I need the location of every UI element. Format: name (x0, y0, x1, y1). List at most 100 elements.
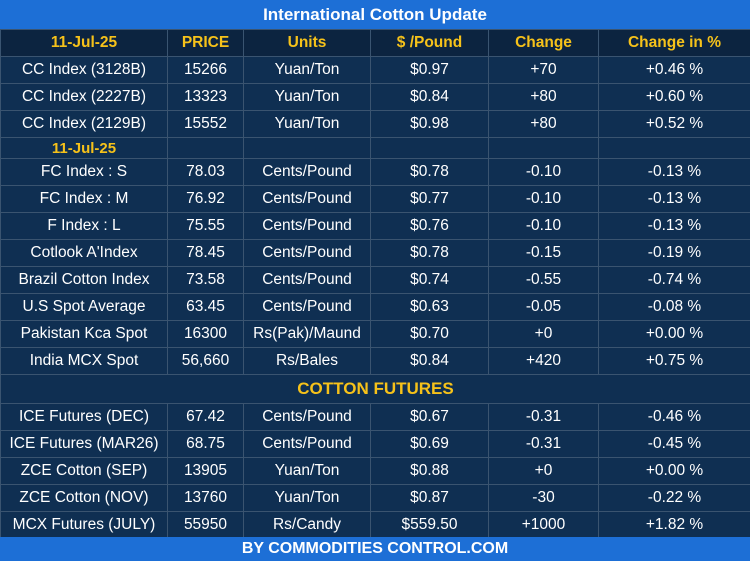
table-cell: U.S Spot Average (0, 293, 168, 321)
table-cell: 16300 (167, 320, 244, 348)
table-cell: Yuan/Ton (243, 83, 371, 111)
date-subheader-row: 11-Jul-25 (0, 137, 750, 159)
table-row: ZCE Cotton (SEP) 13905 Yuan/Ton $0.88 +0 +0.0… (0, 457, 750, 485)
table-cell: FC Index : M (0, 185, 168, 213)
table-cell: $0.63 (370, 293, 489, 321)
table-cell: $559.50 (370, 511, 489, 539)
table-cell: FC Index : S (0, 158, 168, 186)
table-cell: ICE Futures (MAR26) (0, 430, 168, 458)
table-row: ZCE Cotton (NOV) 13760 Yuan/Ton $0.87 -30 -0.… (0, 484, 750, 512)
table-cell: -0.55 (488, 266, 599, 294)
price-table-body: 11-Jul-25 PRICE Units $ /Pound Change Change … (0, 29, 750, 539)
table-cell: +70 (488, 56, 599, 84)
table-cell: $0.97 (370, 56, 489, 84)
table-cell: Brazil Cotton Index (0, 266, 168, 294)
table-cell: -0.10 (488, 212, 599, 240)
table-row: F Index : L 75.55 Cents/Pound $0.76 -0.10 -0.… (0, 212, 750, 240)
table-cell: +1000 (488, 511, 599, 539)
table-cell: $ /Pound (370, 29, 489, 57)
table-cell: -0.10 (488, 158, 599, 186)
table-cell: Cents/Pound (243, 212, 371, 240)
table-cell: 55950 (167, 511, 244, 539)
table-cell: 78.45 (167, 239, 244, 267)
futures-section-row: COTTON FUTURES (0, 374, 750, 404)
table-row: India MCX Spot 56,660 Rs/Bales $0.84 +420 +0.… (0, 347, 750, 375)
table-cell: Cents/Pound (243, 293, 371, 321)
table-cell: -0.15 (488, 239, 599, 267)
table-cell: Cotlook A'Index (0, 239, 168, 267)
table-cell: India MCX Spot (0, 347, 168, 375)
table-cell: Cents/Pound (243, 266, 371, 294)
table-cell: Cents/Pound (243, 239, 371, 267)
table-cell: CC Index (2227B) (0, 83, 168, 111)
table-cell: $0.88 (370, 457, 489, 485)
table-cell: +0.00 % (598, 320, 750, 348)
price-table: 11-Jul-25 PRICE Units $ /Pound Change Change … (0, 29, 750, 539)
table-cell: Rs/Candy (243, 511, 371, 539)
table-cell: +0 (488, 320, 599, 348)
table-row: CC Index (3128B) 15266 Yuan/Ton $0.97 +70 +0.… (0, 56, 750, 84)
table-cell: -0.22 % (598, 484, 750, 512)
table-cell: -0.13 % (598, 158, 750, 186)
table-cell: +0.46 % (598, 56, 750, 84)
table-cell: MCX Futures (JULY) (0, 511, 168, 539)
table-cell: -0.13 % (598, 185, 750, 213)
table-cell: +80 (488, 110, 599, 138)
table-cell: 13905 (167, 457, 244, 485)
table-row: U.S Spot Average 63.45 Cents/Pound $0.63 -0.… (0, 293, 750, 321)
table-cell: Yuan/Ton (243, 457, 371, 485)
table-cell: 63.45 (167, 293, 244, 321)
table-cell: $0.78 (370, 158, 489, 186)
table-cell: $0.67 (370, 403, 489, 431)
table-cell: Rs(Pak)/Maund (243, 320, 371, 348)
table-cell: ZCE Cotton (SEP) (0, 457, 168, 485)
table-cell: 13760 (167, 484, 244, 512)
table-cell: -0.10 (488, 185, 599, 213)
table-header-row: 11-Jul-25 PRICE Units $ /Pound Change Change … (0, 29, 750, 57)
table-cell: Cents/Pound (243, 403, 371, 431)
empty-cell (370, 137, 489, 159)
table-cell: 56,660 (167, 347, 244, 375)
table-cell: Yuan/Ton (243, 484, 371, 512)
table-cell: +0.75 % (598, 347, 750, 375)
table-cell: $0.84 (370, 347, 489, 375)
table-cell: -0.05 (488, 293, 599, 321)
table-cell: -30 (488, 484, 599, 512)
table-cell: 75.55 (167, 212, 244, 240)
table-cell: Change in % (598, 29, 750, 57)
table-cell: -0.45 % (598, 430, 750, 458)
table-cell: $0.84 (370, 83, 489, 111)
table-cell: PRICE (167, 29, 244, 57)
table-cell: Cents/Pound (243, 185, 371, 213)
table-cell: 15552 (167, 110, 244, 138)
table-row: Brazil Cotton Index 73.58 Cents/Pound $0.74… (0, 266, 750, 294)
table-cell: Units (243, 29, 371, 57)
table-row: ICE Futures (MAR26) 68.75 Cents/Pound $0.69… (0, 430, 750, 458)
table-row: MCX Futures (JULY) 55950 Rs/Candy $559.50 +1… (0, 511, 750, 539)
table-row: ICE Futures (DEC) 67.42 Cents/Pound $0.67 -0… (0, 403, 750, 431)
table-cell: Yuan/Ton (243, 56, 371, 84)
table-cell: -0.31 (488, 403, 599, 431)
table-cell: -0.13 % (598, 212, 750, 240)
table-cell: 67.42 (167, 403, 244, 431)
table-cell: Rs/Bales (243, 347, 371, 375)
table-cell: Cents/Pound (243, 158, 371, 186)
table-cell: 78.03 (167, 158, 244, 186)
empty-cell (598, 137, 750, 159)
table-cell: +0.52 % (598, 110, 750, 138)
footer-credit: BY COMMODITIES CONTROL.COM (0, 537, 750, 561)
table-cell: CC Index (3128B) (0, 56, 168, 84)
table-cell: +80 (488, 83, 599, 111)
table-cell: -0.19 % (598, 239, 750, 267)
board-title: International Cotton Update (0, 0, 750, 29)
table-row: Pakistan Kca Spot 16300 Rs(Pak)/Maund $0.70… (0, 320, 750, 348)
table-cell: -0.31 (488, 430, 599, 458)
table-cell: -0.46 % (598, 403, 750, 431)
table-cell: Pakistan Kca Spot (0, 320, 168, 348)
table-row: FC Index : S 78.03 Cents/Pound $0.78 -0.10 -0… (0, 158, 750, 186)
table-cell: $0.69 (370, 430, 489, 458)
table-cell: F Index : L (0, 212, 168, 240)
table-cell: $0.74 (370, 266, 489, 294)
table-cell: +420 (488, 347, 599, 375)
table-cell: $0.98 (370, 110, 489, 138)
